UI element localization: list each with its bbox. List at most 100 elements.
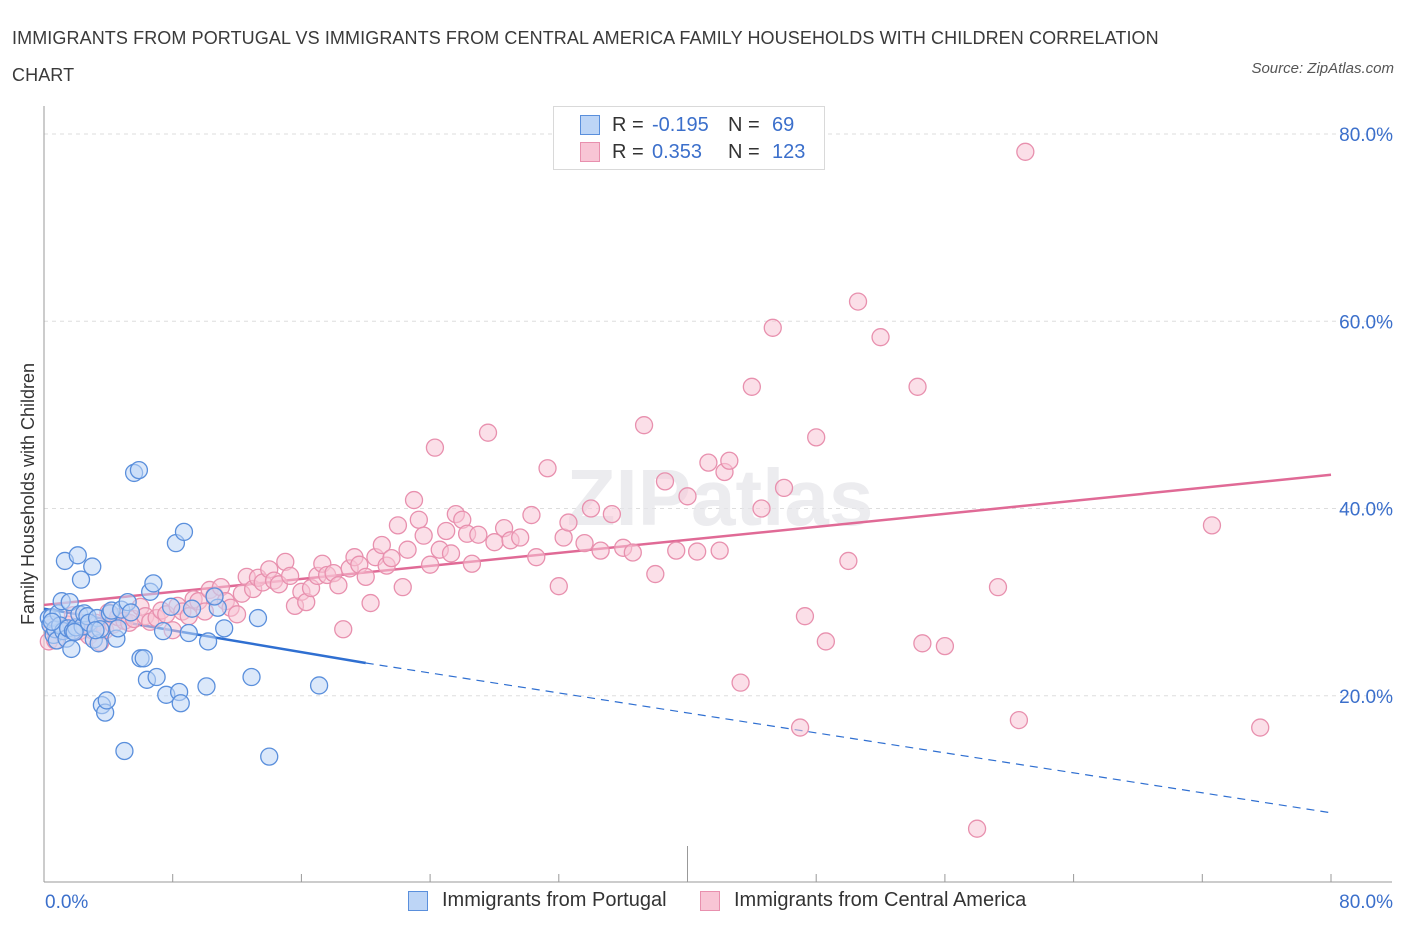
y-tick-label: 20.0% [1339,687,1393,708]
central-america-point [409,510,428,529]
portugal-point [174,522,194,542]
central-america-point [538,459,557,478]
central-america-point [742,377,761,396]
portugal-point [65,622,84,642]
legend-label-central-america: Immigrants from Central America [734,889,1027,911]
central-america-point [908,377,927,396]
central-america-point [710,541,729,560]
legend-item-central-america: Immigrants from Central America [700,889,1026,912]
central-america-point [559,513,578,532]
legend-r-label: R = [612,113,644,136]
legend-swatch-pink [700,890,720,911]
central-america-point [280,566,300,586]
chart-title: IMMIGRANTS FROM PORTUGAL VS IMMIGRANTS F… [12,28,1159,85]
central-america-point [462,554,482,573]
legend-item-portugal: Immigrants from Portugal [408,889,667,912]
central-america-point [581,499,601,518]
central-america-point [1251,718,1270,737]
central-america-point [437,521,456,541]
central-america-point [988,577,1008,597]
legend-n-label: N = [728,140,760,163]
legend-n-value: 123 [772,140,806,163]
central-america-point [678,487,697,506]
central-america-point [602,504,622,524]
portugal-point [147,667,166,687]
central-america-point [425,438,445,457]
portugal-point [83,557,102,576]
central-america-point [699,453,718,472]
central-america-points [39,142,1270,838]
portugal-point [129,460,149,480]
legend-r-value: 0.353 [652,140,703,163]
central-america-point [1202,516,1222,535]
portugal-point [179,623,198,643]
central-america-point [763,318,782,337]
axes [43,106,1392,883]
x-tick-label: 0.0% [45,892,88,913]
central-america-point [356,567,375,586]
y-tick-label: 40.0% [1339,500,1393,521]
central-america-point [752,499,771,518]
central-america-point [807,428,826,447]
central-america-point [795,607,815,626]
central-america-point [522,505,541,525]
portugal-point [144,574,163,593]
legend-swatch-pink [580,142,600,162]
portugal-point [197,677,216,696]
y-tick-label: 80.0% [1339,125,1393,146]
portugal-point [42,612,62,631]
central-america-point [388,516,408,535]
portugal-point [260,747,279,766]
portugal-point [97,691,116,710]
central-america-point [227,605,247,624]
stats-legend: R = -0.195 N = 69 R = 0.353 N = 123 [553,106,825,170]
central-america-point [372,535,391,555]
central-america-point [511,528,530,547]
central-america-point [591,541,610,560]
central-america-point [935,636,955,656]
central-america-point [527,548,546,567]
portugal-point [121,603,141,622]
legend-row-portugal: R = -0.195 N = 69 [554,112,794,138]
central-america-point [774,478,794,498]
portugal-point [248,608,268,628]
central-america-point [720,451,739,470]
portugal-point [182,599,202,618]
portugal-point [198,632,218,651]
central-america-point [634,416,654,435]
central-america-point [414,526,433,545]
portugal-point [115,741,134,761]
gridlines [44,133,1392,697]
tick-labels: 20.0% 40.0% 60.0% 80.0% 0.0% 80.0% [45,125,1393,913]
legend-label-portugal: Immigrants from Portugal [442,889,667,911]
portugal-point [71,570,91,589]
portugal-point [215,619,234,638]
central-america-point [816,632,836,651]
legend-swatch-blue [408,890,428,911]
portugal-point [62,639,81,659]
legend-n-value: 69 [772,113,795,136]
legend-swatch-blue [580,115,600,135]
source-note: Source: ZipAtlas.com [1251,60,1394,77]
legend-r-label: R = [612,140,644,163]
central-america-point [575,533,594,553]
portugal-point [86,621,105,640]
central-america-point [478,423,498,442]
central-america-point [441,544,461,563]
central-america-point [623,543,642,562]
central-america-point [667,541,686,560]
central-america-point [871,328,890,347]
portugal-point [134,649,153,668]
portugal-point [161,597,181,616]
portugal-point [153,621,173,641]
central-america-point [329,576,348,595]
central-america-point [393,577,412,597]
central-america-point [848,292,868,311]
portugal-point [205,587,224,606]
portugal-trend-extension [365,662,1332,814]
central-america-point [404,490,424,510]
y-tick-label: 60.0% [1339,312,1393,333]
portugal-point [60,592,79,612]
series-legend: Immigrants from Portugal Immigrants from… [0,889,1406,915]
